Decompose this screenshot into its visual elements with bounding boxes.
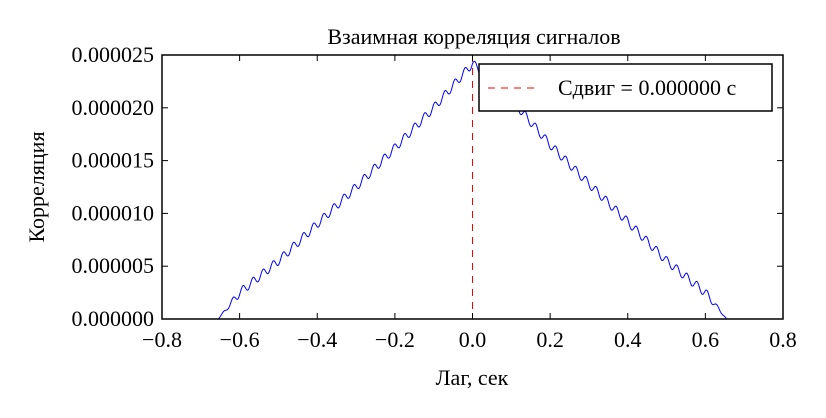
x-axis-ticks: −0.8 −0.6 −0.4 −0.2 0.0 0.2 0.4 0.6 0.8 (142, 55, 797, 352)
legend: Сдвиг = 0.000000 с (478, 63, 773, 112)
y-tick-label: 0.000010 (72, 200, 155, 225)
y-axis-ticks: 0.000000 0.000005 0.000010 0.000015 0.000020… (72, 42, 783, 331)
x-tick-label: 0.4 (614, 327, 642, 352)
x-tick-label: 0.0 (459, 327, 487, 352)
y-tick-label: 0.000025 (72, 42, 155, 67)
chart-title: Взаимная корреляция сигналов (327, 24, 620, 49)
legend-label: Сдвиг = 0.000000 с (558, 75, 736, 100)
y-tick-label: 0.000000 (72, 306, 155, 331)
series-group (217, 55, 728, 319)
y-tick-label: 0.000020 (72, 95, 155, 120)
x-tick-label: 0.2 (536, 327, 564, 352)
x-tick-label: −0.4 (297, 327, 337, 352)
y-axis-label: Корреляция (24, 131, 49, 242)
x-axis-label: Лаг, сек (436, 365, 509, 390)
x-tick-label: −0.2 (375, 327, 415, 352)
y-tick-label: 0.000015 (72, 148, 155, 173)
x-tick-label: −0.6 (220, 327, 260, 352)
x-tick-label: 0.8 (769, 327, 797, 352)
y-tick-label: 0.000005 (72, 253, 155, 278)
x-tick-label: 0.6 (692, 327, 720, 352)
x-tick-label: −0.8 (142, 327, 182, 352)
correlation-series-line (217, 60, 728, 319)
